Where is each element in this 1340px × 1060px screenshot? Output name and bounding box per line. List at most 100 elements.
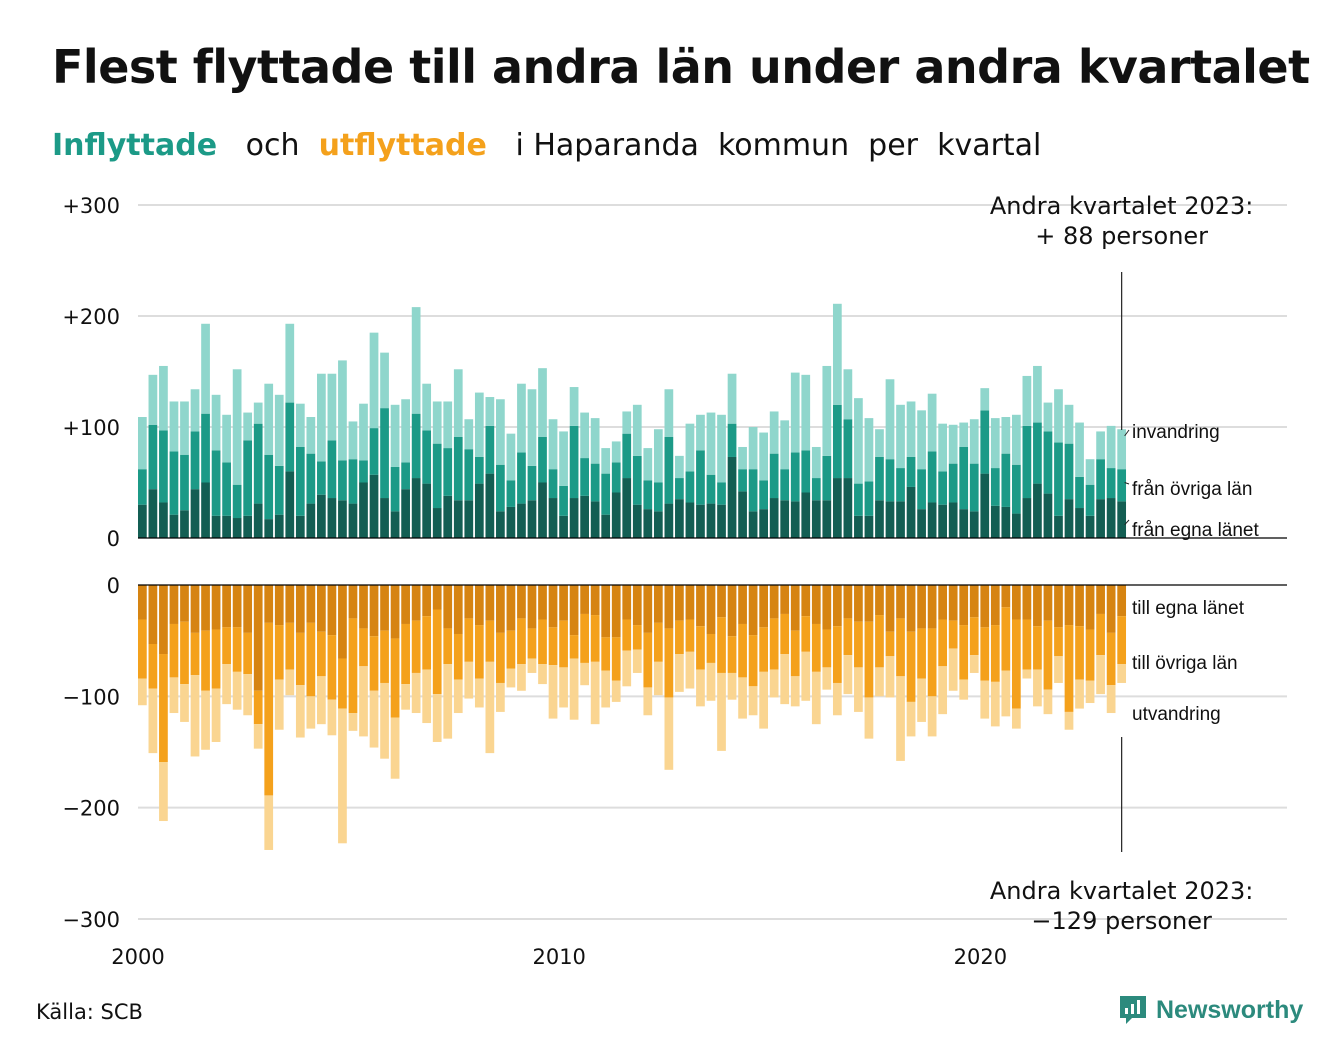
legend-label-in: från egna länet xyxy=(1132,520,1259,541)
bar-out-1 xyxy=(632,625,642,650)
bar-out-0 xyxy=(685,585,695,620)
bar-out-2 xyxy=(822,667,832,690)
bar-in-1 xyxy=(580,458,589,496)
bar-in-1 xyxy=(864,481,874,516)
bar-in-0 xyxy=(538,482,547,538)
bar-in-1 xyxy=(401,462,410,490)
bar-in-1 xyxy=(748,469,758,512)
bar-out-1 xyxy=(1106,632,1116,686)
bar-out-1 xyxy=(159,654,168,763)
bar-out-2 xyxy=(390,717,400,779)
bar-out-1 xyxy=(969,617,979,656)
bar-in-1 xyxy=(811,478,821,501)
bar-in-2 xyxy=(295,403,305,447)
bar-in-0 xyxy=(1011,513,1021,538)
y-tick-label-top: +200 xyxy=(62,305,120,329)
bar-out-0 xyxy=(759,585,768,628)
bar-in-2 xyxy=(348,421,358,460)
bar-in-1 xyxy=(274,465,284,515)
bar-out-1 xyxy=(769,618,779,670)
bar-in-2 xyxy=(453,369,463,437)
bar-out-0 xyxy=(201,585,210,631)
bar-out-1 xyxy=(1117,616,1127,665)
bar-in-2 xyxy=(201,323,210,414)
bar-out-0 xyxy=(453,585,463,634)
bar-out-1 xyxy=(1022,619,1032,670)
bar-out-1 xyxy=(232,627,242,672)
bar-in-1 xyxy=(959,446,969,510)
bar-in-0 xyxy=(569,498,579,538)
bar-out-2 xyxy=(159,762,168,822)
bar-in-1 xyxy=(706,474,716,504)
bar-in-2 xyxy=(474,392,484,457)
bar-out-0 xyxy=(569,585,579,636)
bar-in-0 xyxy=(769,498,779,538)
bar-in-2 xyxy=(959,422,969,447)
bar-in-1 xyxy=(653,482,663,512)
bar-out-0 xyxy=(748,585,758,636)
bar-in-1 xyxy=(201,413,210,483)
bar-out-2 xyxy=(317,676,326,725)
bar-in-0 xyxy=(685,502,695,538)
bar-in-2 xyxy=(253,402,263,424)
bar-in-0 xyxy=(906,486,916,538)
bar-in-0 xyxy=(675,499,684,538)
bar-out-1 xyxy=(927,628,937,697)
bar-out-0 xyxy=(738,585,747,624)
y-tick-label-bottom: 0 xyxy=(107,574,120,598)
bar-out-1 xyxy=(569,635,579,659)
bar-out-2 xyxy=(1054,656,1063,683)
bar-out-1 xyxy=(496,632,505,683)
bar-in-1 xyxy=(1011,464,1021,514)
bar-out-1 xyxy=(906,631,916,702)
bar-in-2 xyxy=(675,455,684,479)
bar-out-0 xyxy=(190,585,200,633)
bar-out-2 xyxy=(274,679,284,730)
bar-out-0 xyxy=(443,585,453,629)
bar-in-0 xyxy=(917,509,926,538)
bar-out-2 xyxy=(675,654,684,692)
bar-out-2 xyxy=(653,661,663,696)
bar-out-2 xyxy=(622,650,632,687)
bar-out-0 xyxy=(243,585,253,633)
bar-out-1 xyxy=(285,622,295,670)
bar-in-0 xyxy=(1117,501,1127,538)
bar-in-2 xyxy=(906,401,916,457)
bar-in-2 xyxy=(1011,414,1021,465)
bar-in-0 xyxy=(632,504,642,538)
bar-in-2 xyxy=(885,379,895,460)
bar-in-2 xyxy=(1033,365,1042,423)
bar-in-1 xyxy=(253,423,263,504)
legend-label-out: till övriga län xyxy=(1132,653,1238,674)
bar-out-1 xyxy=(643,632,653,688)
bar-in-0 xyxy=(253,503,263,538)
bar-out-1 xyxy=(811,623,821,672)
bar-in-1 xyxy=(380,408,389,499)
bar-in-1 xyxy=(759,480,768,510)
bar-out-2 xyxy=(148,688,158,754)
bar-in-0 xyxy=(306,503,316,538)
bar-in-1 xyxy=(769,453,779,499)
bar-in-0 xyxy=(138,504,147,538)
bar-in-2 xyxy=(738,446,747,470)
bar-out-1 xyxy=(422,616,432,670)
bar-out-2 xyxy=(548,665,558,719)
bar-out-2 xyxy=(485,661,495,754)
bar-out-1 xyxy=(411,620,421,673)
bar-out-2 xyxy=(875,667,884,697)
bar-in-0 xyxy=(643,509,653,538)
bar-in-1 xyxy=(790,452,800,502)
bar-out-1 xyxy=(453,633,463,680)
bar-out-0 xyxy=(727,585,737,637)
bar-in-2 xyxy=(748,427,758,470)
bar-in-2 xyxy=(464,419,474,450)
bar-out-2 xyxy=(211,688,221,742)
bar-out-2 xyxy=(643,687,653,716)
bar-in-1 xyxy=(832,404,842,479)
bar-out-1 xyxy=(517,618,526,665)
bar-out-1 xyxy=(759,627,768,672)
bar-in-2 xyxy=(496,399,505,465)
bar-out-1 xyxy=(464,618,474,662)
bar-out-2 xyxy=(706,662,716,701)
bar-in-2 xyxy=(264,383,274,455)
